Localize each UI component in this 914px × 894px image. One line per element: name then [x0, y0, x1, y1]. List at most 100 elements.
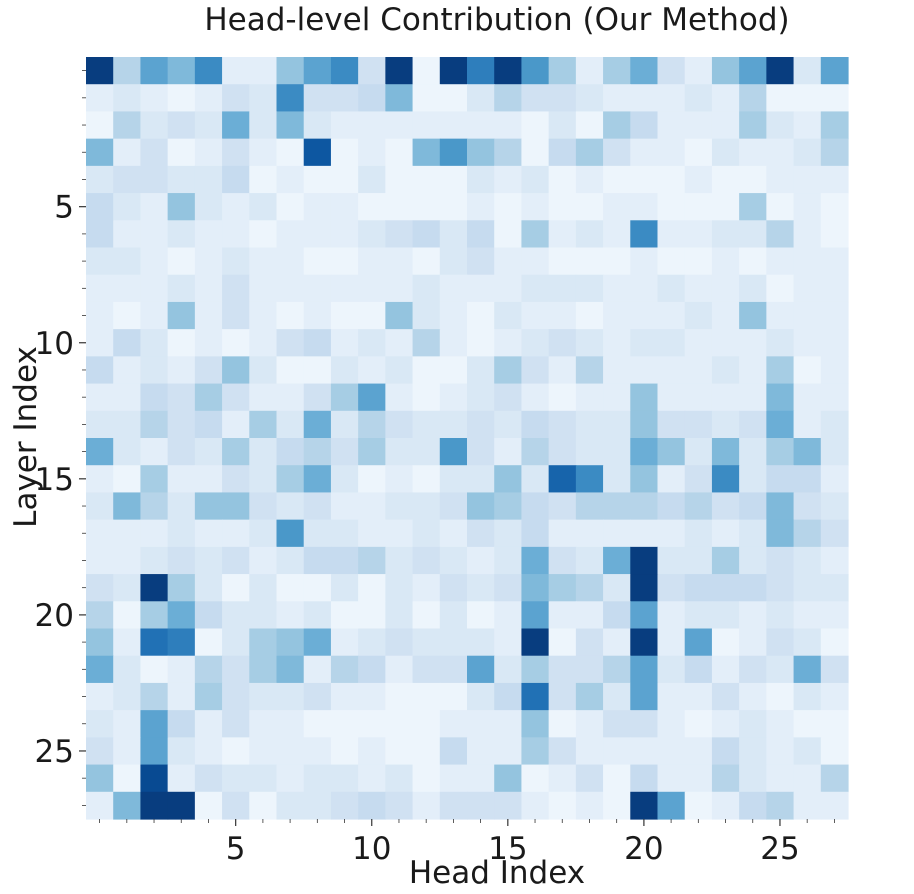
heatmap-cell — [575, 383, 604, 412]
heatmap-cell — [113, 791, 142, 820]
heatmap-cell — [603, 628, 631, 657]
heatmap-cell — [222, 628, 250, 657]
heatmap-cell — [276, 329, 305, 357]
heatmap-cell — [684, 710, 713, 738]
heatmap-cell — [385, 628, 414, 657]
heatmap-cell — [494, 519, 523, 548]
heatmap-cell — [113, 737, 142, 766]
heatmap-cell — [820, 492, 849, 521]
heatmap-cell — [630, 138, 659, 167]
heatmap-cell — [711, 57, 740, 85]
heatmap-cell — [793, 492, 822, 521]
heatmap-cell — [222, 57, 250, 85]
heatmap-cell — [684, 329, 713, 357]
heatmap-cell — [86, 274, 114, 303]
heatmap-cell — [711, 193, 740, 221]
heatmap-cell — [820, 655, 849, 684]
heatmap-cell — [766, 356, 795, 385]
heatmap-cell — [167, 492, 196, 521]
heatmap-cell — [303, 138, 332, 167]
heatmap-cell — [684, 193, 713, 221]
heatmap-cell — [303, 111, 332, 140]
heatmap-cell — [711, 546, 740, 575]
heatmap-cell — [575, 57, 604, 85]
heatmap-cell — [575, 193, 604, 221]
heatmap-cell — [820, 193, 849, 221]
heatmap-cell — [793, 574, 822, 602]
heatmap-cell — [249, 220, 278, 249]
heatmap-cell — [412, 791, 441, 820]
heatmap-cell — [194, 301, 223, 330]
heatmap-cell — [330, 465, 359, 494]
heatmap-cell — [820, 57, 849, 85]
heatmap-cell — [521, 655, 550, 684]
heatmap-cell — [521, 682, 550, 711]
heatmap-cell — [820, 465, 849, 494]
heatmap-cell — [711, 628, 740, 657]
heatmap-cell — [140, 410, 169, 439]
heatmap-cell — [249, 111, 278, 140]
heatmap-cell — [222, 274, 250, 303]
x-tick-label: 20 — [624, 831, 663, 867]
heatmap-cell — [657, 682, 686, 711]
heatmap-cell — [820, 329, 849, 357]
heatmap-cell — [684, 438, 713, 466]
heatmap-cell — [548, 737, 577, 766]
heatmap-cell — [793, 111, 822, 140]
heatmap-cell — [521, 329, 550, 357]
heatmap-cell — [766, 574, 795, 602]
heatmap-cell — [467, 574, 495, 602]
heatmap-cell — [330, 682, 359, 711]
heatmap-cell — [167, 710, 196, 738]
heatmap-cell — [86, 546, 114, 575]
heatmap-cell — [330, 519, 359, 548]
heatmap-cell — [820, 383, 849, 412]
heatmap-cell — [711, 165, 740, 194]
heatmap-cell — [86, 329, 114, 357]
heatmap-cell — [276, 710, 305, 738]
heatmap-cell — [548, 111, 577, 140]
heatmap-cell — [684, 546, 713, 575]
heatmap-cell — [412, 57, 441, 85]
heatmap-cell — [194, 465, 223, 494]
heatmap-cell — [140, 628, 169, 657]
heatmap-cell — [358, 220, 386, 249]
heatmap-cell — [575, 329, 604, 357]
heatmap-cell — [766, 737, 795, 766]
heatmap-cell — [603, 546, 631, 575]
heatmap-cell — [657, 601, 686, 630]
heatmap-cell — [385, 764, 414, 793]
heatmap-cell — [86, 57, 114, 85]
heatmap-cell — [467, 274, 495, 303]
heatmap-cell — [657, 356, 686, 385]
heatmap-cell — [412, 546, 441, 575]
heatmap-cell — [494, 438, 523, 466]
heatmap-cell — [222, 438, 250, 466]
heatmap-cell — [194, 383, 223, 412]
heatmap-cell — [603, 383, 631, 412]
heatmap-cell — [603, 138, 631, 167]
heatmap-cell — [439, 682, 468, 711]
heatmap-cell — [140, 84, 169, 113]
heatmap-cell — [249, 682, 278, 711]
heatmap-cell — [140, 737, 169, 766]
heatmap-cell — [113, 329, 142, 357]
heatmap-cell — [494, 247, 523, 276]
heatmap-cell — [113, 546, 142, 575]
heatmap-cell — [439, 574, 468, 602]
heatmap-cell — [385, 57, 414, 85]
heatmap-cell — [249, 628, 278, 657]
heatmap-cell — [358, 682, 386, 711]
heatmap-cell — [249, 193, 278, 221]
heatmap-cell — [657, 274, 686, 303]
heatmap-cell — [467, 492, 495, 521]
heatmap-cell — [113, 519, 142, 548]
heatmap-cell — [521, 301, 550, 330]
heatmap-cell — [603, 193, 631, 221]
heatmap-cell — [630, 492, 659, 521]
heatmap-cell — [276, 274, 305, 303]
heatmap-cell — [548, 57, 577, 85]
heatmap-cell — [467, 710, 495, 738]
heatmap-cell — [276, 410, 305, 439]
heatmap-cell — [630, 737, 659, 766]
